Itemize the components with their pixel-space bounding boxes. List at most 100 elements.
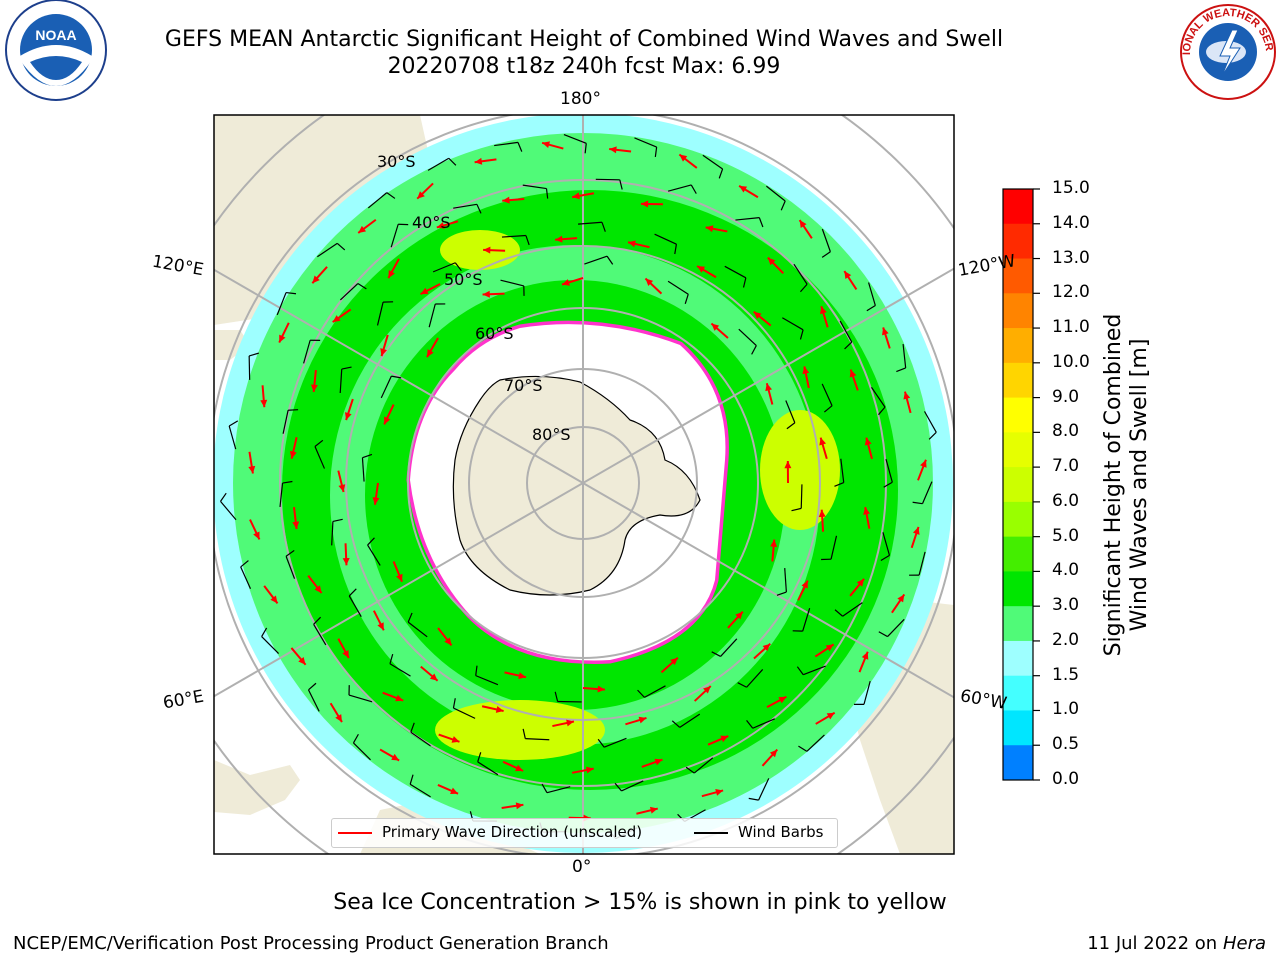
wind-barb-flag: [362, 453, 373, 459]
wind-barb-flag: [799, 283, 808, 293]
wave-arrow-head: [711, 323, 720, 331]
wind-barb-flag: [285, 291, 297, 295]
wind-barb: [782, 317, 804, 331]
wind-barb: [475, 675, 499, 686]
wave-arrow-head: [426, 349, 434, 358]
map-legend: Primary Wave Direction (unscaled) Wind B…: [331, 818, 838, 848]
wind-barb: [316, 242, 338, 258]
colorbar-frame: [1002, 188, 1034, 781]
wave-arrow-head: [697, 266, 706, 273]
wave-arrow-head: [312, 275, 320, 284]
wind-barb: [882, 532, 891, 556]
wave-arrow-head: [395, 694, 404, 702]
wind-barb-flag: [228, 420, 239, 427]
wind-barb: [428, 303, 436, 328]
map-frame: [213, 114, 955, 855]
lat-label-30s: 30°S: [377, 152, 416, 171]
wind-barb-flag: [367, 537, 375, 546]
wind-barb: [525, 738, 550, 741]
wind-barb-flag: [748, 797, 759, 801]
wave-arrow-head: [770, 539, 778, 548]
wind-barb: [802, 608, 811, 632]
wind-barb: [621, 780, 644, 792]
wind-barb: [348, 694, 373, 703]
wind-barb-flag: [391, 375, 402, 379]
wind-barb: [220, 500, 237, 521]
wave-arrow-head: [380, 348, 387, 357]
wind-barb-flag: [711, 651, 721, 657]
wave-arrow-head: [882, 327, 889, 336]
wind-barb-flag: [452, 698, 456, 709]
wind-barb-flag: [637, 689, 645, 698]
colorbar-band: [1003, 467, 1033, 503]
colorbar-title-line1: Significant Height of Combined: [1101, 313, 1126, 657]
wave-arrow-head: [417, 191, 425, 199]
wind-barb-flag: [742, 277, 747, 288]
colorbar-tick-label: 1.0: [1052, 699, 1080, 720]
wind-barb: [389, 663, 411, 677]
wind-barb-flag: [619, 179, 623, 190]
wind-barb: [367, 192, 388, 209]
wind-barb-flag: [220, 492, 227, 502]
wind-barb-flag: [476, 204, 482, 214]
colorbar-tick-label: 3.0: [1052, 595, 1080, 616]
wave-arrow-head: [720, 735, 729, 743]
wind-barb: [921, 481, 933, 504]
run-date-text: 11 Jul 2022 on: [1087, 933, 1218, 954]
wave-arrow-head: [825, 644, 834, 652]
colorbar-band: [1003, 606, 1033, 642]
wind-barb-flag: [545, 188, 549, 199]
wave-arrow-head: [372, 497, 380, 505]
lat-label-60s: 60°S: [475, 324, 514, 343]
wind-barb: [840, 458, 845, 483]
wind-barb: [546, 786, 571, 794]
colorbar-tick-label: 6.0: [1052, 490, 1080, 511]
nws-logo: NATIONAL WEATHER SERVICE: [1176, 0, 1276, 100]
colorbar-band: [1003, 571, 1033, 607]
wave-arrow-head: [292, 521, 300, 529]
lon-label-top: 180°: [560, 89, 601, 109]
wave-arrow-head: [767, 257, 776, 266]
wind-barb-flag: [357, 283, 367, 290]
wind-barb: [331, 521, 334, 546]
wind-barb-flag: [332, 518, 343, 523]
wave-arrow-head: [912, 526, 920, 535]
wind-barb-flag: [780, 200, 786, 211]
wind-barb-flag: [282, 480, 293, 484]
wave-arrow-head: [640, 200, 649, 208]
wave-arrow-head: [314, 585, 322, 594]
colorbar-band: [1003, 189, 1033, 225]
colorbar-band: [1003, 745, 1033, 781]
colorbar-band: [1003, 258, 1033, 294]
wind-barb: [885, 458, 893, 483]
wind-barb-flag: [758, 217, 764, 228]
wind-barb-flag: [737, 682, 747, 688]
wave-arrow-head: [248, 465, 256, 474]
colorbar-band: [1003, 501, 1033, 538]
wave-arrow-head: [609, 146, 617, 154]
wave-arrow-head: [654, 758, 663, 766]
wave-arrow-head: [863, 507, 870, 515]
wind-barb: [784, 568, 787, 593]
wind-barb: [409, 783, 431, 798]
wave-arrow-head: [482, 290, 490, 298]
wind-barb-flag: [341, 366, 352, 370]
lat-label-80s: 80°S: [532, 425, 571, 444]
wind-barb: [785, 400, 796, 423]
wind-barb: [667, 184, 692, 192]
wind-barb-flag: [866, 305, 876, 312]
wind-barb: [863, 681, 871, 705]
wave-arrow-head: [856, 578, 865, 587]
wind-barb: [390, 224, 399, 248]
legend-wave-swatch: [338, 832, 372, 834]
wind-barb-flag: [386, 192, 396, 199]
wind-barb: [307, 689, 320, 712]
wind-barb: [282, 410, 289, 434]
wind-barb-flag: [878, 406, 886, 416]
wind-barb-flag: [522, 728, 526, 739]
machine-name: Hera: [1222, 933, 1266, 954]
wave-arrow-head: [705, 225, 714, 233]
legend-barb-swatch: [694, 832, 728, 834]
wave-arrow-head: [864, 437, 872, 446]
wave-arrow-head: [562, 279, 570, 286]
